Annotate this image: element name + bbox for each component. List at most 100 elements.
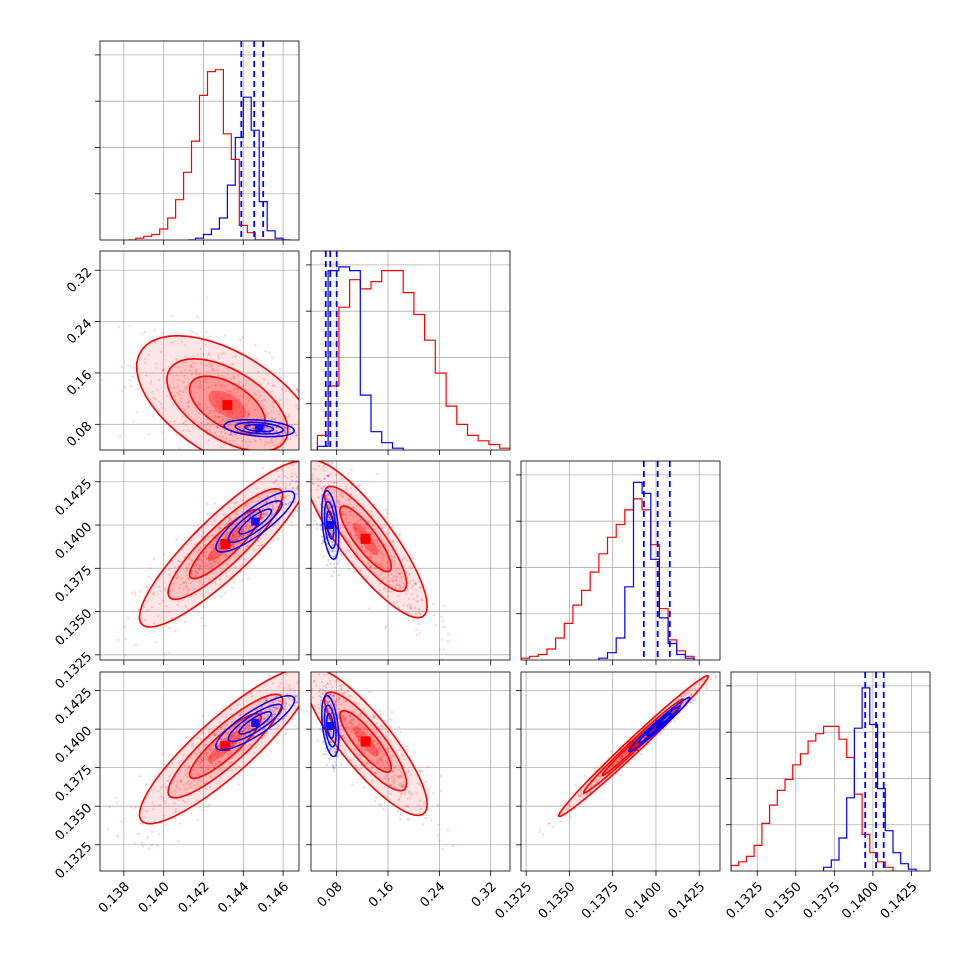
sample-point: [326, 494, 329, 497]
sample-point: [337, 560, 340, 563]
sample-point: [211, 534, 214, 537]
sample-point: [373, 772, 377, 775]
sample-point: [177, 560, 180, 563]
sample-point: [208, 335, 211, 338]
sample-point: [337, 573, 340, 577]
sample-point: [186, 592, 189, 596]
sample-point: [337, 696, 341, 699]
sample-point: [216, 393, 220, 396]
sample-point: [180, 814, 184, 817]
sample-point: [467, 880, 469, 882]
sample-point: [189, 756, 192, 759]
sample-point: [411, 619, 415, 622]
sample-point: [694, 698, 697, 701]
sample-point: [416, 782, 419, 785]
sample-point: [293, 385, 296, 388]
sample-point: [399, 585, 402, 589]
sample-point: [336, 679, 339, 682]
sample-point: [336, 557, 339, 560]
sample-point: [551, 826, 554, 829]
sample-point: [154, 775, 157, 778]
sample-point: [365, 547, 368, 550]
sample-point: [120, 365, 123, 368]
sample-point: [254, 408, 257, 411]
sample-point: [202, 758, 206, 761]
sample-point: [305, 489, 307, 491]
sample-point: [215, 400, 219, 403]
sample-point: [241, 499, 244, 502]
sample-point: [184, 389, 187, 392]
sample-point: [183, 764, 186, 767]
sample-point: [165, 786, 168, 789]
sample-point: [303, 475, 305, 477]
sample-point: [258, 496, 261, 499]
sample-point: [417, 607, 421, 611]
sample-point: [183, 801, 186, 804]
sample-point: [367, 509, 370, 512]
sample-point: [332, 505, 335, 508]
sample-point: [280, 700, 283, 703]
sample-point: [159, 795, 162, 798]
sample-point: [144, 618, 147, 622]
sample-point: [264, 700, 267, 703]
sample-point: [185, 788, 188, 791]
sample-point: [370, 733, 373, 736]
sample-point: [376, 721, 379, 725]
sample-point: [150, 843, 154, 847]
sample-point: [256, 708, 259, 711]
sample-point: [329, 473, 332, 476]
sample-point: [327, 515, 330, 519]
sample-point: [265, 500, 268, 503]
sample-point: [349, 719, 352, 723]
sample-point: [217, 354, 220, 357]
sample-point: [295, 701, 298, 704]
sample-point: [257, 539, 260, 542]
sample-point: [210, 453, 212, 455]
sample-point: [372, 740, 375, 743]
blue-histogram: [823, 687, 917, 871]
sample-point: [381, 755, 384, 758]
sample-point: [687, 689, 690, 692]
sample-point: [191, 744, 194, 747]
panel-frame: [730, 671, 931, 872]
sample-point: [315, 527, 319, 530]
sample-point: [352, 748, 356, 751]
sample-point: [342, 510, 345, 514]
sample-point: [264, 488, 267, 491]
sample-point: [430, 819, 433, 822]
sample-point: [373, 544, 376, 547]
sample-point: [691, 687, 694, 691]
sample-point: [200, 766, 203, 769]
sample-point: [690, 694, 693, 697]
sample-point: [213, 560, 216, 564]
sample-point: [376, 753, 379, 756]
sample-point: [234, 355, 237, 358]
sample-point: [329, 682, 332, 685]
sample-point: [252, 734, 255, 738]
sample-point: [264, 426, 267, 429]
sample-point: [207, 536, 210, 539]
sample-point: [328, 701, 331, 704]
sample-point: [356, 533, 360, 537]
sample-point: [372, 547, 376, 550]
sample-point: [163, 587, 166, 590]
sample-point: [417, 804, 421, 807]
sample-point: [325, 494, 329, 497]
sample-point: [357, 739, 360, 742]
sample-point: [283, 701, 286, 705]
sample-point: [289, 520, 292, 523]
sample-point: [146, 836, 149, 839]
sample-point: [211, 368, 214, 372]
sample-point: [303, 491, 305, 493]
panel-frame: [310, 671, 511, 872]
sample-point: [216, 745, 219, 748]
sample-point: [166, 394, 169, 397]
sample-point: [334, 473, 338, 476]
sample-point: [333, 481, 336, 484]
sample-point: [193, 575, 196, 578]
sample-point: [254, 392, 257, 395]
red-contour: [311, 461, 429, 619]
sample-point: [273, 418, 276, 421]
sample-point: [221, 374, 224, 377]
x-tick-label: 0.1425: [878, 879, 921, 922]
